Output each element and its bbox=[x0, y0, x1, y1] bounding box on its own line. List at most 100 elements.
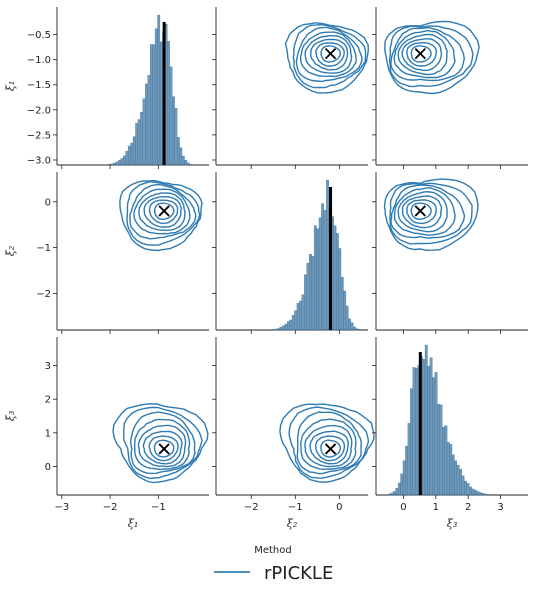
hist-bar bbox=[167, 41, 170, 166]
hist-bar bbox=[176, 137, 180, 166]
kde-contour bbox=[129, 183, 197, 240]
kde-contour bbox=[148, 199, 179, 225]
hist-bar bbox=[118, 160, 121, 166]
kde-contour bbox=[388, 25, 474, 88]
x-axis-label: ξ₂ bbox=[287, 517, 297, 530]
hist-bar bbox=[115, 161, 119, 166]
hist-bar bbox=[108, 163, 112, 166]
hist-bar bbox=[415, 367, 418, 496]
hist-bar bbox=[449, 444, 453, 496]
hist-bar bbox=[466, 483, 470, 496]
hist-bar bbox=[296, 302, 300, 331]
hist-bar bbox=[395, 487, 399, 496]
hist-bar bbox=[483, 493, 487, 496]
hist-bar bbox=[169, 66, 173, 166]
hist-bar bbox=[343, 290, 347, 331]
kde-contour bbox=[300, 418, 357, 471]
kde-contour bbox=[406, 41, 438, 67]
kde-contour bbox=[401, 195, 443, 229]
hist-bar bbox=[424, 344, 428, 496]
hist-bar bbox=[184, 160, 188, 166]
hist-bar bbox=[429, 357, 433, 496]
y-tick-label: −1.0 bbox=[27, 55, 51, 66]
kde-contour bbox=[309, 430, 350, 465]
kde-contour bbox=[112, 403, 209, 484]
hist-bar bbox=[299, 300, 302, 331]
hist-bar bbox=[432, 377, 435, 496]
panel-2-1: −2 −1 0 ξ₂ bbox=[212, 337, 375, 530]
panel-1-0: −2 −1 0 ξ₂ bbox=[4, 172, 209, 334]
hist-bar bbox=[323, 210, 327, 331]
x-tick-label: 1 bbox=[433, 502, 439, 513]
kde-contour bbox=[389, 182, 473, 245]
kde-contour bbox=[288, 406, 370, 480]
hist-bar bbox=[309, 253, 312, 331]
kde-contour bbox=[153, 202, 175, 221]
hist-bar bbox=[154, 28, 158, 166]
hist-bar bbox=[355, 328, 359, 331]
hist-bar bbox=[471, 488, 475, 496]
hist-bar bbox=[137, 119, 141, 166]
x-tick-label: 0 bbox=[400, 502, 406, 513]
panel-0-2 bbox=[372, 7, 528, 169]
kde-contour bbox=[410, 202, 432, 220]
panel-2-2: 0 1 2 3 ξ₃ bbox=[372, 337, 528, 530]
hist-bar bbox=[326, 179, 329, 331]
panels: −3.0 −2.5 −2.0 −1.5 −1.0 −0.5 ξ₁ −2 −1 0 ξ₂ 0 1 2 3 ξ₃ −… bbox=[4, 7, 528, 530]
hist-bar bbox=[181, 155, 185, 166]
kde-contour bbox=[401, 38, 443, 72]
kde-contour bbox=[153, 439, 175, 458]
hist-bar bbox=[282, 325, 285, 331]
kde-contour bbox=[129, 411, 196, 475]
x-tick-label: −2 bbox=[103, 502, 118, 513]
hist-bar bbox=[393, 491, 396, 496]
y-tick-label: −2 bbox=[36, 289, 51, 300]
panel-1-1 bbox=[212, 172, 368, 334]
kde-contour bbox=[310, 38, 349, 71]
hist-bar bbox=[179, 147, 183, 166]
kde-contour bbox=[320, 45, 342, 63]
hist-bar bbox=[279, 326, 283, 331]
hist-bar bbox=[446, 442, 450, 496]
y-axis-label: ξ₁ bbox=[4, 81, 17, 91]
hist-bar bbox=[454, 460, 458, 496]
kde-contour bbox=[284, 22, 370, 94]
y-tick-label: −1.5 bbox=[27, 80, 51, 91]
hist-bar bbox=[125, 150, 129, 166]
hist-bar bbox=[437, 404, 440, 496]
kde-contour bbox=[384, 20, 480, 95]
hist-bar bbox=[464, 480, 467, 496]
hist-bar bbox=[130, 142, 134, 166]
x-tick-label: −3 bbox=[54, 502, 69, 513]
hist-bar bbox=[110, 163, 114, 166]
hist-bar bbox=[150, 44, 153, 166]
true-value-marker bbox=[414, 48, 426, 60]
hist-bar bbox=[476, 491, 480, 496]
hist-bar bbox=[304, 274, 307, 331]
panel-2-0: 0 1 2 3 ξ₃ −3 −2 −1 ξ₁ bbox=[4, 337, 209, 530]
hist-bar bbox=[311, 255, 315, 331]
kde-contour bbox=[397, 190, 448, 233]
kde-contour bbox=[279, 403, 375, 483]
hist-bar bbox=[272, 329, 275, 331]
x-tick-label: 0 bbox=[336, 502, 342, 513]
hist-bar bbox=[439, 404, 443, 496]
kde-contour bbox=[320, 439, 341, 458]
hist-bar bbox=[410, 388, 413, 496]
kde-contour bbox=[383, 178, 479, 252]
hist-bar bbox=[145, 83, 148, 166]
y-tick-label: 1 bbox=[45, 428, 51, 439]
hist-bar bbox=[422, 359, 426, 496]
hist-bar bbox=[340, 277, 344, 331]
hist-bar bbox=[478, 492, 482, 496]
hist-bar bbox=[284, 323, 288, 331]
kde-contour bbox=[315, 42, 345, 67]
x-tick-label: −2 bbox=[244, 502, 259, 513]
hist-bar bbox=[461, 475, 465, 496]
kde-contour bbox=[314, 435, 346, 462]
kde-contour bbox=[393, 187, 456, 236]
hist-bar bbox=[189, 164, 192, 166]
kde-contour bbox=[133, 188, 191, 235]
hist-bar bbox=[481, 493, 485, 496]
x-tick-label: 3 bbox=[497, 502, 503, 513]
